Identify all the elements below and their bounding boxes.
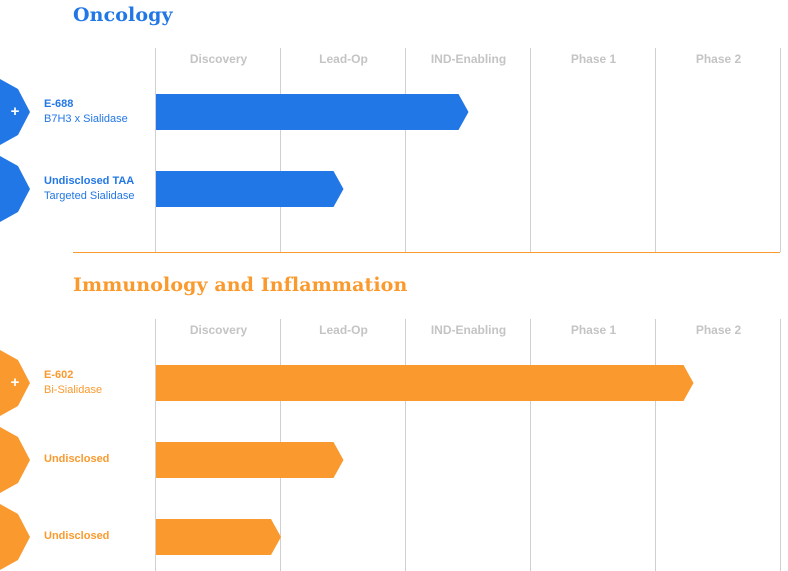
grid-line	[405, 319, 406, 571]
program-label: Undisclosed	[44, 529, 109, 544]
progress-bar	[156, 171, 344, 207]
grid-line	[530, 319, 531, 571]
phase-header: Phase 2	[695, 323, 742, 337]
phase-header: Phase 1	[570, 52, 617, 66]
section-title: Oncology	[73, 4, 173, 26]
phase-header: Discovery	[189, 52, 248, 66]
plus-icon[interactable]: +	[10, 374, 20, 391]
program-label: E-602 Bi-Sialidase	[44, 368, 102, 398]
program-tab	[0, 504, 30, 570]
phase-header: Phase 1	[570, 323, 617, 337]
section-title: Immunology and Inflammation	[73, 274, 408, 296]
program-label: Undisclosed TAA Targeted Sialidase	[44, 174, 135, 204]
grid-line	[155, 319, 156, 571]
program-name: Undisclosed TAA	[44, 175, 135, 187]
phase-header: IND-Enabling	[430, 52, 507, 66]
expand-tab[interactable]	[0, 350, 30, 416]
program-tab	[0, 427, 30, 493]
grid-line	[655, 319, 656, 571]
program-name: E-602	[44, 369, 74, 381]
phase-header: Phase 2	[695, 52, 742, 66]
grid-line	[405, 48, 406, 252]
grid-line	[155, 48, 156, 252]
progress-bar	[156, 519, 281, 555]
program-subtitle: Bi-Sialidase	[44, 384, 103, 396]
program-name: E-688	[44, 98, 74, 110]
program-tab	[0, 156, 30, 222]
section-divider	[73, 252, 780, 253]
grid-line	[780, 319, 781, 571]
grid-line	[655, 48, 656, 252]
phase-header: Lead-Op	[319, 52, 368, 66]
program-label: Undisclosed	[44, 452, 109, 467]
program-subtitle: B7H3 x Sialidase	[44, 113, 128, 125]
progress-bar	[156, 365, 694, 401]
phase-header: Lead-Op	[319, 323, 368, 337]
program-name: Undisclosed	[44, 453, 110, 465]
grid-line	[530, 48, 531, 252]
grid-line	[780, 48, 781, 252]
plus-icon[interactable]: +	[10, 103, 20, 120]
progress-bar	[156, 442, 344, 478]
program-subtitle: Targeted Sialidase	[44, 190, 135, 202]
phase-header: IND-Enabling	[430, 323, 507, 337]
program-name: Undisclosed	[44, 530, 110, 542]
progress-bar	[156, 94, 469, 130]
expand-tab[interactable]	[0, 79, 30, 145]
program-label: E-688 B7H3 x Sialidase	[44, 97, 128, 127]
grid-line	[280, 48, 281, 252]
phase-header: Discovery	[189, 323, 248, 337]
